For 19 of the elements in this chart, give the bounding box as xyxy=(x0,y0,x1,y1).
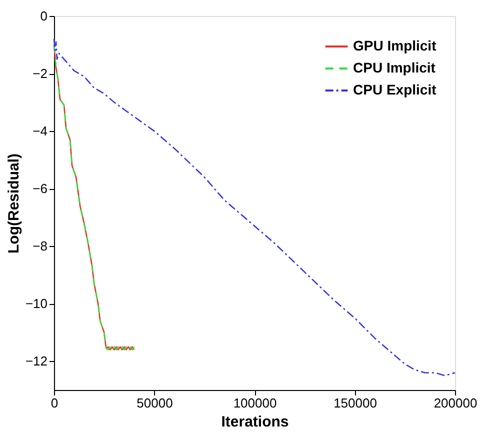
legend-label: CPU Implicit xyxy=(353,60,436,76)
legend-label: GPU Implicit xyxy=(353,38,437,54)
x-tick-label: 100000 xyxy=(233,396,277,410)
y-axis-title: Log(Residual) xyxy=(5,154,22,254)
x-tick-label: 0 xyxy=(50,396,58,410)
x-tick-label: 200000 xyxy=(434,396,478,410)
y-tick-label: −8 xyxy=(32,238,48,254)
x-tick-label: 150000 xyxy=(334,396,377,410)
y-tick-label: −12 xyxy=(25,354,48,369)
y-tick-label: −2 xyxy=(32,66,48,82)
x-axis-title: Iterations xyxy=(221,414,289,430)
line-series xyxy=(53,38,456,376)
y-tick-label: −4 xyxy=(32,124,48,139)
y-tick-label: −6 xyxy=(32,181,48,196)
y-tick-label: −10 xyxy=(25,296,48,312)
line-series xyxy=(53,44,135,350)
legend-label: CPU Explicit xyxy=(353,82,437,98)
x-tick-label: 50000 xyxy=(136,396,173,410)
y-tick-label: 0 xyxy=(40,8,48,24)
